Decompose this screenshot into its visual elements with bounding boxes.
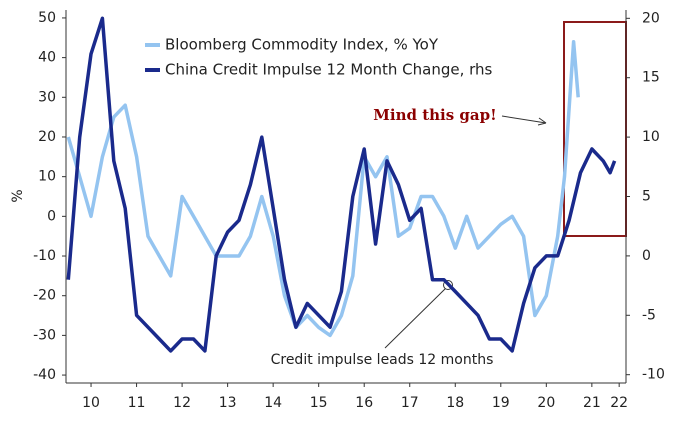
x-tick-label: 19	[492, 395, 510, 411]
y-tick-label: 10	[38, 169, 56, 185]
x-tick-label: 17	[401, 395, 419, 411]
legend-label: Bloomberg Commodity Index, % YoY	[165, 36, 439, 54]
y-tick-label: -40	[33, 367, 56, 383]
y-tick-label: 20	[38, 129, 56, 145]
y2-tick-label: -10	[642, 367, 665, 383]
y-tick-label: 30	[38, 89, 56, 105]
y2-tick-label: 15	[642, 70, 660, 86]
y2-tick-label: 5	[642, 189, 651, 205]
x-tick-label: 10	[82, 395, 100, 411]
y-tick-label: 0	[47, 208, 56, 224]
y2-tick-label: 10	[642, 129, 660, 145]
y-axis-label: %	[10, 189, 26, 202]
y-tick-label: -10	[33, 248, 56, 264]
x-tick-label: 13	[219, 395, 237, 411]
legend-label: China Credit Impulse 12 Month Change, rh…	[165, 61, 493, 79]
x-tick-label: 16	[355, 395, 373, 411]
x-tick-label: 11	[128, 395, 146, 411]
y-tick-label: 50	[38, 10, 56, 26]
x-tick-label: 18	[446, 395, 464, 411]
annotation: Credit impulse leads 12 months	[271, 352, 494, 368]
x-tick-label: 12	[173, 395, 191, 411]
annotation: Mind this gap!	[373, 106, 496, 124]
y2-tick-label: 0	[642, 248, 651, 264]
y-tick-label: -20	[33, 288, 56, 304]
y2-tick-label: -5	[642, 307, 656, 323]
series-line	[66, 39, 580, 338]
y-tick-label: -30	[33, 327, 56, 343]
x-tick-label: 20	[537, 395, 555, 411]
arrow-head	[537, 117, 547, 126]
x-tick-label: 14	[264, 395, 282, 411]
x-tick-label: 22	[610, 395, 628, 411]
x-tick-label: 21	[583, 395, 601, 411]
x-tick-label: 15	[310, 395, 328, 411]
y-tick-label: 40	[38, 50, 56, 66]
annotation-arrow	[501, 115, 547, 124]
y2-tick-label: 20	[642, 10, 660, 26]
series-line	[66, 16, 617, 353]
annotation-line	[384, 287, 447, 349]
